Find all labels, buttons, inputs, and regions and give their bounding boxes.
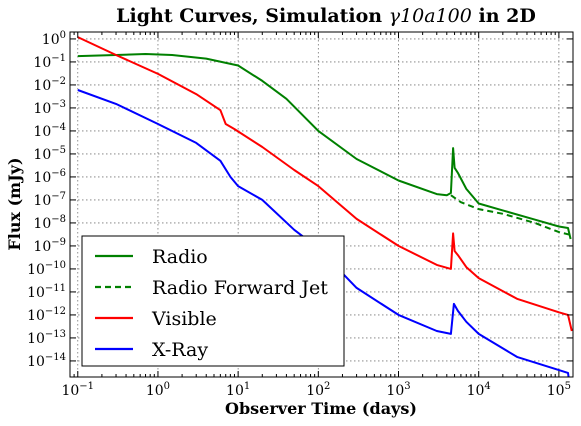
y-tick-label: 10−9: [33, 237, 66, 255]
y-axis-label: Flux (mJy): [5, 157, 24, 250]
x-tick-label: 105: [547, 381, 571, 399]
x-tick-label: 103: [386, 381, 410, 399]
series-line-radio: [77, 53, 572, 240]
y-tick-label: 10−6: [33, 168, 66, 186]
y-tick-label: 10−7: [33, 191, 66, 209]
chart-title: Light Curves, Simulation γ10a100 in 2D: [116, 5, 536, 27]
x-tick-label: 104: [467, 381, 491, 399]
x-tick-label: 100: [146, 381, 170, 399]
series-line-radio-forward-jet: [450, 194, 571, 236]
plot-frame: [69, 31, 574, 378]
x-tick-label: 101: [226, 381, 250, 399]
y-tick-label: 10−1: [33, 53, 66, 71]
y-tick-label: 10−11: [27, 283, 66, 301]
y-tick-label: 10−14: [27, 352, 66, 370]
series-line-visible: [77, 36, 573, 332]
y-tick-label: 100: [42, 30, 66, 48]
legend-entry-label: Radio Forward Jet: [152, 277, 328, 299]
axis-ticks: 10−1 100 101 102 103 104 105 100 10−1 10−2 10−3 10−…: [27, 30, 573, 399]
series-line-x-ray: [77, 89, 570, 377]
y-tick-label: 10−12: [27, 306, 66, 324]
legend-entry-label: Visible: [151, 308, 217, 330]
x-tick-label: 102: [306, 381, 330, 399]
x-axis-label: Observer Time (days): [225, 399, 417, 418]
data-series: [77, 36, 573, 377]
y-tick-label: 10−4: [33, 122, 66, 140]
y-tick-label: 10−2: [33, 76, 66, 94]
legend-box: [81, 235, 345, 367]
y-tick-label: 10−10: [27, 260, 66, 278]
y-tick-label: 10−8: [33, 214, 66, 232]
x-tick-label: 10−1: [61, 381, 94, 399]
legend: Radio Radio Forward Jet Visible X-Ray: [81, 235, 345, 367]
y-tick-label: 10−13: [27, 329, 66, 347]
legend-entry-label: X-Ray: [152, 339, 208, 361]
y-tick-label: 10−3: [33, 99, 66, 117]
y-tick-label: 10−5: [33, 145, 66, 163]
legend-entry-label: Radio: [152, 246, 208, 268]
